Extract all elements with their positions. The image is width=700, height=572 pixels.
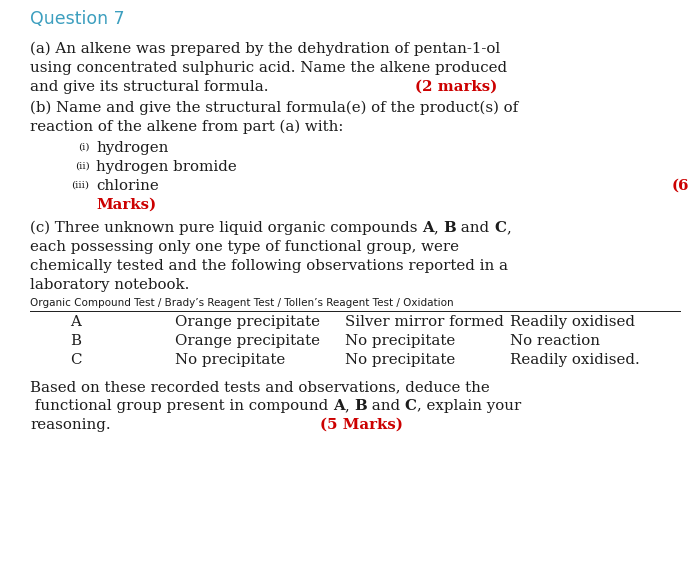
Text: (a) An alkene was prepared by the dehydration of pentan-1-ol: (a) An alkene was prepared by the dehydr…	[30, 42, 500, 57]
Text: A: A	[70, 315, 81, 329]
Text: (i): (i)	[78, 143, 90, 152]
Text: C: C	[70, 353, 81, 367]
Text: Question 7: Question 7	[30, 10, 125, 28]
Text: B: B	[443, 221, 456, 235]
Text: A: A	[333, 399, 344, 413]
Text: B: B	[70, 334, 81, 348]
Text: (2 marks): (2 marks)	[415, 80, 497, 94]
Text: , explain your: , explain your	[416, 399, 521, 413]
Text: hydrogen: hydrogen	[96, 141, 169, 155]
Text: B: B	[354, 399, 367, 413]
Text: hydrogen bromide: hydrogen bromide	[96, 160, 237, 174]
Text: (iii): (iii)	[71, 181, 89, 190]
Text: Orange precipitate: Orange precipitate	[175, 315, 320, 329]
Text: chlorine: chlorine	[96, 179, 159, 193]
Text: reasoning.: reasoning.	[30, 418, 111, 432]
Text: Based on these recorded tests and observations, deduce the: Based on these recorded tests and observ…	[30, 380, 490, 394]
Text: Silver mirror formed: Silver mirror formed	[345, 315, 504, 329]
Text: ,: ,	[434, 221, 443, 235]
Text: Marks): Marks)	[96, 198, 156, 212]
Text: No precipitate: No precipitate	[175, 353, 286, 367]
Text: C: C	[405, 399, 416, 413]
Text: C: C	[494, 221, 506, 235]
Text: Readily oxidised: Readily oxidised	[510, 315, 635, 329]
Text: (6: (6	[672, 179, 690, 193]
Text: and: and	[367, 399, 405, 413]
Text: each possessing only one type of functional group, were: each possessing only one type of functio…	[30, 240, 459, 254]
Text: ,: ,	[344, 399, 354, 413]
Text: (5 Marks): (5 Marks)	[320, 418, 403, 432]
Text: (b) Name and give the structural formula(e) of the product(s) of: (b) Name and give the structural formula…	[30, 101, 518, 116]
Text: No precipitate: No precipitate	[345, 334, 455, 348]
Text: Readily oxidised.: Readily oxidised.	[510, 353, 640, 367]
Text: functional group present in compound: functional group present in compound	[30, 399, 333, 413]
Text: (ii): (ii)	[75, 162, 90, 171]
Text: A: A	[422, 221, 434, 235]
Text: reaction of the alkene from part (a) with:: reaction of the alkene from part (a) wit…	[30, 120, 344, 134]
Text: No reaction: No reaction	[510, 334, 600, 348]
Text: using concentrated sulphuric acid. Name the alkene produced: using concentrated sulphuric acid. Name …	[30, 61, 507, 75]
Text: and: and	[456, 221, 494, 235]
Text: No precipitate: No precipitate	[345, 353, 455, 367]
Text: chemically tested and the following observations reported in a: chemically tested and the following obse…	[30, 259, 508, 273]
Text: Orange precipitate: Orange precipitate	[175, 334, 320, 348]
Text: ,: ,	[506, 221, 511, 235]
Text: and give its structural formula.: and give its structural formula.	[30, 80, 269, 94]
Text: Organic Compound Test / Brady’s Reagent Test / Tollen’s Reagent Test / Oxidation: Organic Compound Test / Brady’s Reagent …	[30, 298, 454, 308]
Text: laboratory notebook.: laboratory notebook.	[30, 278, 190, 292]
Text: (c) Three unknown pure liquid organic compounds: (c) Three unknown pure liquid organic co…	[30, 221, 422, 236]
